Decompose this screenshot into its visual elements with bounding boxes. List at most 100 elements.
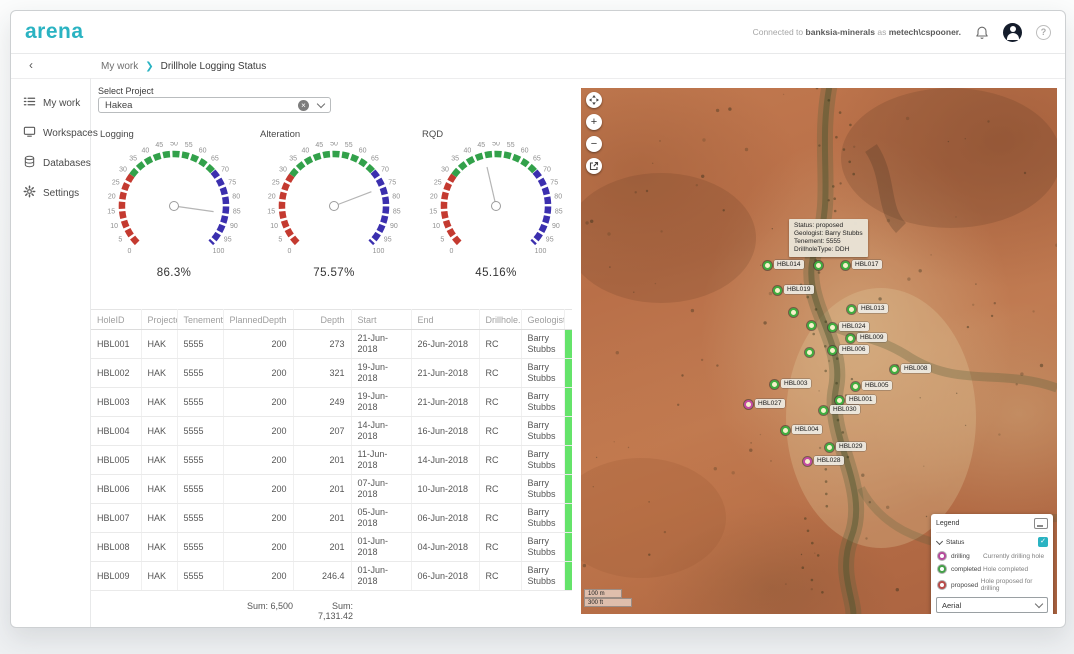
cell-start: 14-Jun-2018 <box>351 416 412 446</box>
marker-label: HBL009 <box>857 333 887 342</box>
table-row[interactable]: HBL006 HAK 5555 200 201 07-Jun-2018 10-Jun-201… <box>91 474 572 504</box>
bell-icon[interactable] <box>975 25 989 40</box>
sidebar-item-label: Workspaces <box>43 127 98 139</box>
table-row[interactable]: HBL004 HAK 5555 200 207 14-Jun-2018 16-Jun-201… <box>91 416 572 446</box>
cell-depth: 273 <box>293 329 352 359</box>
svg-text:5: 5 <box>278 236 282 243</box>
svg-text:85: 85 <box>393 208 401 215</box>
table-row[interactable]: HBL001 HAK 5555 200 273 21-Jun-2018 26-Jun-201… <box>91 329 572 359</box>
cell-depth: 321 <box>293 358 352 388</box>
clear-icon[interactable]: × <box>298 99 309 111</box>
cell-start: 01-Jun-2018 <box>351 561 412 591</box>
pan-icon[interactable] <box>586 92 602 108</box>
sidebar-item-databases[interactable]: Databases <box>11 148 91 178</box>
svg-text:45: 45 <box>315 142 323 149</box>
legend-item-desc: Hole proposed for drilling <box>980 578 1033 592</box>
cell-projectc: HAK <box>141 329 178 359</box>
column-header-geologist[interactable]: Geologist <box>521 309 565 330</box>
completed-marker-dot <box>846 334 855 343</box>
column-header-depth[interactable]: Depth <box>293 309 352 330</box>
map-tooltip: Status: proposed Geologist: Barry Stubbs… <box>789 219 868 257</box>
back-button[interactable]: ‹ <box>29 58 33 72</box>
svg-text:90: 90 <box>552 223 560 230</box>
marker-label: HBL029 <box>836 442 866 451</box>
cell-geologist: Barry Stubbs <box>521 416 565 446</box>
table-row[interactable]: HBL008 HAK 5555 200 201 01-Jun-2018 04-Jun-201… <box>91 532 572 562</box>
cell-depth: 201 <box>293 503 352 533</box>
table-row[interactable]: HBL002 HAK 5555 200 321 19-Jun-2018 21-Jun-201… <box>91 358 572 388</box>
cell-end: 21-Jun-2018 <box>411 358 480 388</box>
column-header-drillhole[interactable]: Drillhole... <box>479 309 522 330</box>
planned-depth-sum: Sum: 6,500 <box>246 601 293 611</box>
cell-planneddepth: 200 <box>223 474 294 504</box>
svg-text:60: 60 <box>199 147 207 154</box>
arena-logo: arena <box>25 20 84 43</box>
sidebar-item-label: Settings <box>43 187 80 199</box>
cell-planneddepth: 200 <box>223 387 294 417</box>
table-row[interactable]: HBL009 HAK 5555 200 246.4 01-Jun-2018 06-Jun-2… <box>91 561 572 591</box>
svg-text:10: 10 <box>110 223 118 230</box>
cell-start: 19-Jun-2018 <box>351 358 412 388</box>
svg-text:30: 30 <box>119 167 127 174</box>
drilling-legend-icon <box>938 552 946 560</box>
column-header-status[interactable] <box>564 309 572 330</box>
cell-end: 26-Jun-2018 <box>411 329 480 359</box>
completed-legend-icon <box>938 565 946 573</box>
sidebar-item-my-work[interactable]: My work <box>11 88 90 118</box>
svg-text:65: 65 <box>533 156 541 163</box>
legend-item-completed: completed Hole completed <box>936 565 1048 573</box>
table-row[interactable]: HBL007 HAK 5555 200 201 05-Jun-2018 06-Jun-201… <box>91 503 572 533</box>
basemap-select[interactable]: Aerial <box>936 597 1048 613</box>
column-header-start[interactable]: Start <box>351 309 412 330</box>
legend-collapse-icon[interactable] <box>1034 518 1048 529</box>
chevron-right-icon: ❯ <box>145 60 154 72</box>
completed-marker-dot <box>828 323 837 332</box>
marker-label: HBL008 <box>901 364 931 373</box>
svg-text:10: 10 <box>432 223 440 230</box>
cell-tenement: 5555 <box>177 387 224 417</box>
table-row[interactable]: HBL003 HAK 5555 200 249 19-Jun-2018 21-Jun-201… <box>91 387 572 417</box>
svg-text:20: 20 <box>268 194 276 201</box>
cell-geologist: Barry Stubbs <box>521 358 565 388</box>
cell-tenement: 5555 <box>177 358 224 388</box>
project-select[interactable]: Hakea × <box>98 97 331 113</box>
user-avatar[interactable] <box>1003 22 1022 42</box>
cell-start: 07-Jun-2018 <box>351 474 412 504</box>
breadcrumb-my-work[interactable]: My work <box>101 60 139 72</box>
cell-start: 11-Jun-2018 <box>351 445 412 475</box>
completed-marker-dot <box>819 406 828 415</box>
column-header-planneddepth[interactable]: PlannedDepth <box>223 309 294 330</box>
help-icon[interactable]: ? <box>1036 24 1051 40</box>
svg-text:50: 50 <box>492 142 500 148</box>
table-row[interactable]: HBL005 HAK 5555 200 201 11-Jun-2018 14-Jun-201… <box>91 445 572 475</box>
svg-text:0: 0 <box>128 248 132 255</box>
svg-text:95: 95 <box>224 236 232 243</box>
completed-marker-dot <box>781 426 790 435</box>
column-header-projectc[interactable]: Projectc... <box>141 309 178 330</box>
column-header-tenement[interactable]: Tenement <box>177 309 224 330</box>
legend-item-drilling: drilling Currently drilling hole <box>936 552 1048 560</box>
column-header-holeid[interactable]: HoleID <box>91 309 142 330</box>
map[interactable]: + − Status: proposed Geologist: Barry St… <box>581 88 1057 614</box>
cell-holeid: HBL005 <box>91 445 142 475</box>
cell-projectc: HAK <box>141 445 178 475</box>
svg-text:95: 95 <box>546 236 554 243</box>
completed-marker-dot <box>851 382 860 391</box>
scale-metric: 100 m <box>584 589 622 598</box>
status-layer-checkbox[interactable]: ✓ <box>1038 537 1048 547</box>
map-scale: 100 m 300 ft <box>584 589 632 607</box>
column-header-end[interactable]: End <box>411 309 480 330</box>
cell-tenement: 5555 <box>177 503 224 533</box>
completed-marker-dot <box>770 380 779 389</box>
chevron-down-icon[interactable] <box>935 537 944 545</box>
gauge-value: 75.57% <box>313 267 355 279</box>
cell-start: 01-Jun-2018 <box>351 532 412 562</box>
zoom-in-button[interactable]: + <box>586 114 602 130</box>
svg-text:60: 60 <box>521 147 529 154</box>
zoom-out-button[interactable]: − <box>586 136 602 152</box>
sidebar-item-settings[interactable]: Settings <box>11 178 90 208</box>
chevron-down-icon[interactable] <box>316 99 326 108</box>
export-map-icon[interactable] <box>586 158 602 174</box>
svg-text:30: 30 <box>441 167 449 174</box>
sidebar-item-workspaces[interactable]: Workspaces <box>11 118 98 148</box>
